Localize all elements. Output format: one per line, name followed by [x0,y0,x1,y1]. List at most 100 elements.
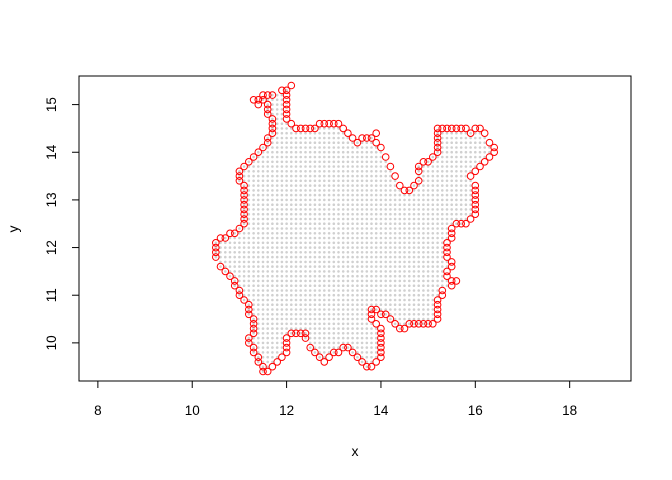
fill-point [304,308,307,311]
fill-point [469,189,472,192]
boundary-point [249,329,258,338]
fill-point [398,255,402,259]
fill-point [374,184,378,187]
fill-point [313,141,317,144]
fill-point [436,141,439,144]
fill-point [356,198,359,202]
fill-point [247,303,251,307]
fill-point [266,98,270,102]
fill-point [441,170,444,173]
fill-point [356,322,359,326]
fill-point [266,284,270,288]
fill-point [365,170,369,173]
fill-point [341,336,345,340]
fill-point [455,160,458,164]
fill-point [422,322,425,326]
fill-point [266,265,270,268]
fill-point [412,298,416,302]
fill-point [412,217,416,221]
fill-point [431,293,435,297]
fill-point [341,203,345,206]
fill-point [459,141,463,144]
boundary-point [268,119,277,128]
y-tick-label: 10 [44,335,59,350]
fill-point [247,160,251,164]
fill-point [398,274,402,278]
fill-point [436,222,439,225]
fill-point [341,284,345,288]
x-tick-label: 16 [468,403,483,418]
fill-point [351,274,354,278]
fill-point [341,346,345,349]
fill-point [441,203,444,206]
fill-point [275,251,279,254]
boundary-point [447,234,456,242]
fill-point [261,313,265,316]
boundary-point [438,286,447,295]
fill-point [379,160,383,164]
fill-point [436,232,439,235]
boundary-point [240,162,248,171]
fill-point [408,227,411,230]
fill-point [285,122,288,125]
fill-point [313,127,317,130]
fill-point [417,212,421,216]
fill-point [290,198,293,202]
fill-point [393,251,397,254]
fill-point [346,308,350,311]
fill-point [266,332,270,335]
fill-point [247,251,251,254]
boundary-point [249,315,258,323]
fill-point [403,322,406,326]
boundary-point [429,320,437,328]
fill-point [294,298,298,302]
fill-point [389,284,392,288]
fill-point [266,212,270,216]
fill-point [280,150,284,154]
fill-point [398,279,402,283]
fill-point [261,241,265,245]
fill-point [318,174,321,178]
fill-point [247,174,251,178]
fill-point [431,198,435,202]
fill-point [323,227,326,230]
fill-point [408,198,411,202]
fill-point [346,174,350,178]
fill-point [323,251,326,254]
fill-point [271,232,274,235]
fill-point [346,150,350,154]
fill-point [370,179,373,183]
fill-point [398,298,402,302]
fill-point [365,355,369,359]
fill-point [431,289,435,292]
fill-point [356,327,359,330]
fill-point [370,284,373,288]
fill-point [374,308,378,311]
fill-point [261,222,265,225]
fill-point [332,327,336,330]
fill-point [351,313,354,316]
fill-point [294,189,298,192]
fill-point [384,293,388,297]
fill-point [266,365,270,369]
fill-point [346,217,350,221]
fill-point [337,217,340,221]
fill-point [271,355,274,359]
fill-point [233,284,236,288]
fill-point [393,317,397,321]
fill-point [426,317,430,321]
fill-point [275,236,279,240]
fill-point [469,146,472,149]
boundary-point [462,124,470,133]
fill-point [280,146,284,149]
fill-point [233,274,236,278]
fill-point [280,193,284,197]
fill-point [374,265,378,268]
fill-point [351,184,354,187]
fill-point [374,193,378,197]
fill-point [271,193,274,197]
fill-point [280,317,284,321]
fill-point [412,303,416,307]
fill-point [356,170,359,173]
fill-point [280,141,284,144]
